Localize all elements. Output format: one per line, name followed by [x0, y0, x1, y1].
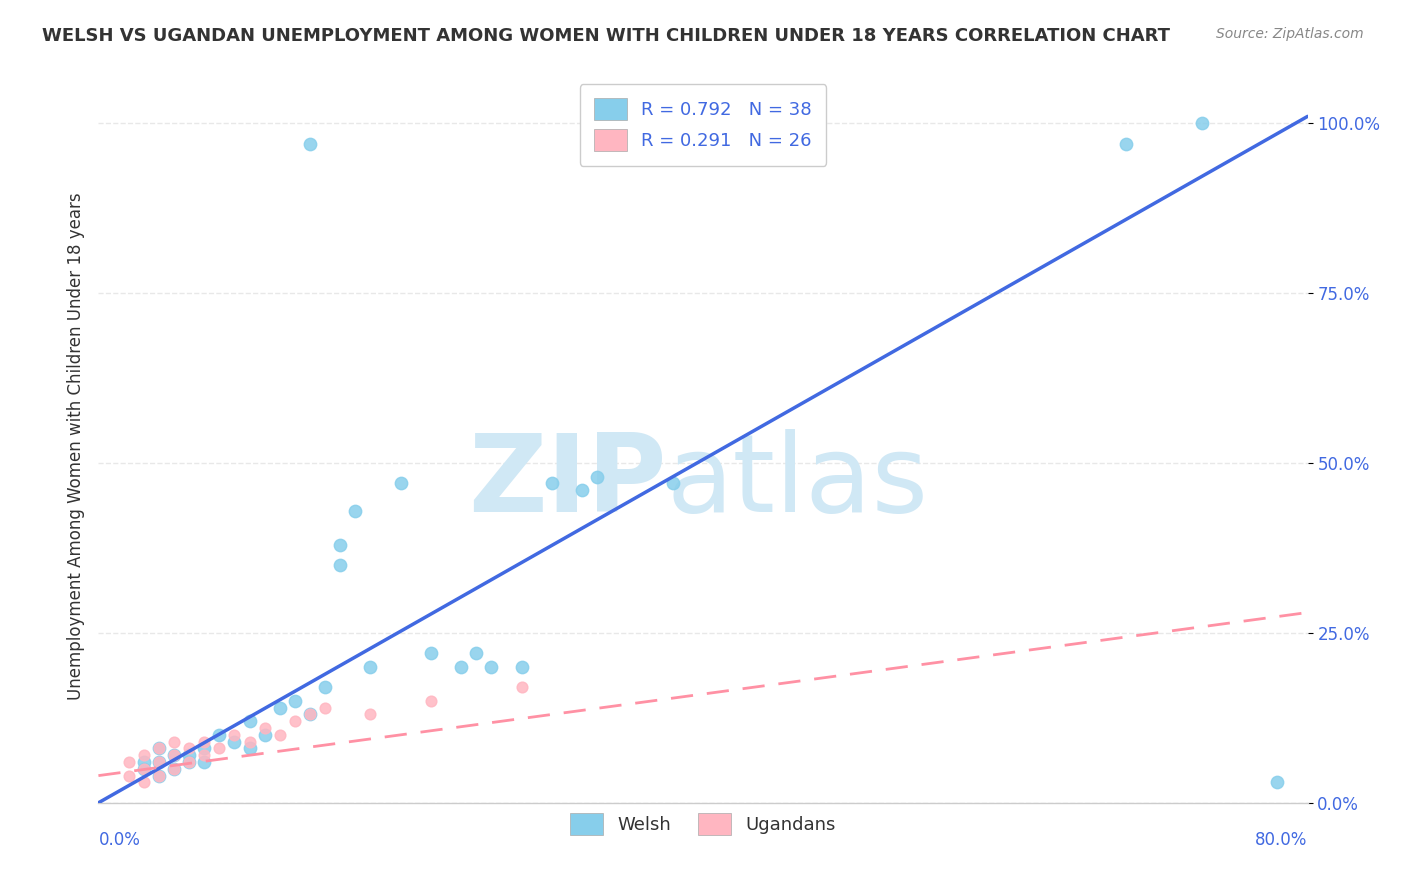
Point	[389, 476, 412, 491]
Point	[132, 762, 155, 776]
Point	[163, 748, 186, 763]
Point	[299, 136, 322, 151]
Point	[314, 700, 336, 714]
Point	[179, 748, 201, 763]
Point	[510, 680, 533, 694]
Point	[148, 769, 170, 783]
Point	[193, 741, 215, 756]
Point	[239, 714, 262, 729]
Point	[299, 707, 322, 722]
Point	[163, 762, 186, 776]
Point	[253, 721, 276, 735]
Point	[224, 728, 246, 742]
Point	[284, 694, 307, 708]
Point	[132, 755, 155, 769]
Point	[163, 748, 186, 763]
Y-axis label: Unemployment Among Women with Children Under 18 years: Unemployment Among Women with Children U…	[66, 192, 84, 700]
Text: ZIP: ZIP	[468, 429, 666, 534]
Text: Source: ZipAtlas.com: Source: ZipAtlas.com	[1216, 27, 1364, 41]
Point	[132, 748, 155, 763]
Point	[208, 741, 231, 756]
Point	[163, 734, 186, 748]
Point	[132, 762, 155, 776]
Point	[224, 734, 246, 748]
Point	[1115, 136, 1137, 151]
Text: WELSH VS UGANDAN UNEMPLOYMENT AMONG WOMEN WITH CHILDREN UNDER 18 YEARS CORRELATI: WELSH VS UGANDAN UNEMPLOYMENT AMONG WOME…	[42, 27, 1170, 45]
Point	[148, 755, 170, 769]
Point	[208, 728, 231, 742]
Point	[329, 558, 352, 572]
Point	[193, 748, 215, 763]
Point	[571, 483, 593, 498]
Point	[450, 660, 472, 674]
Point	[1191, 116, 1213, 130]
Point	[148, 755, 170, 769]
Point	[344, 503, 367, 517]
Legend: Welsh, Ugandans: Welsh, Ugandans	[561, 804, 845, 844]
Point	[239, 741, 262, 756]
Point	[239, 734, 262, 748]
Point	[540, 476, 562, 491]
Point	[465, 646, 488, 660]
Point	[179, 755, 201, 769]
Point	[253, 728, 276, 742]
Point	[420, 694, 443, 708]
Point	[148, 741, 170, 756]
Point	[148, 741, 170, 756]
Point	[148, 769, 170, 783]
Text: 0.0%: 0.0%	[98, 831, 141, 849]
Point	[360, 707, 382, 722]
Point	[284, 714, 307, 729]
Point	[163, 762, 186, 776]
Text: 80.0%: 80.0%	[1256, 831, 1308, 849]
Point	[1267, 775, 1289, 789]
Point	[132, 775, 155, 789]
Point	[118, 755, 141, 769]
Point	[360, 660, 382, 674]
Point	[510, 660, 533, 674]
Point	[586, 469, 609, 483]
Point	[329, 537, 352, 551]
Point	[193, 755, 215, 769]
Point	[314, 680, 336, 694]
Point	[661, 476, 683, 491]
Point	[269, 728, 291, 742]
Point	[269, 700, 291, 714]
Point	[179, 741, 201, 756]
Point	[481, 660, 503, 674]
Point	[193, 734, 215, 748]
Text: atlas: atlas	[666, 429, 929, 534]
Point	[179, 755, 201, 769]
Point	[299, 707, 322, 722]
Point	[420, 646, 443, 660]
Point	[118, 769, 141, 783]
